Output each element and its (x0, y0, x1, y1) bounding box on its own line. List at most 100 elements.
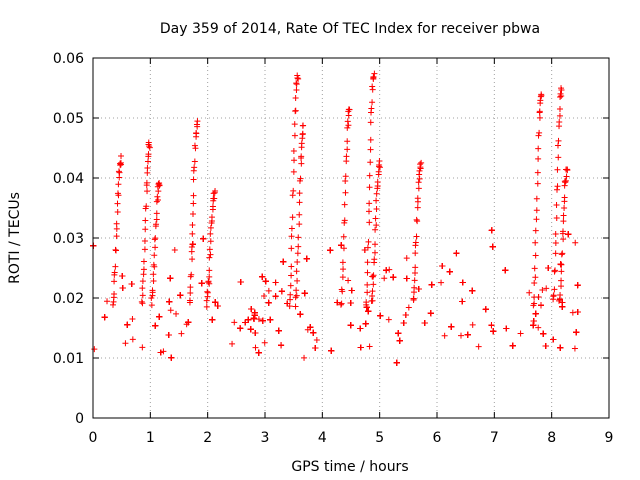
data-point (296, 211, 303, 218)
data-point (262, 278, 269, 285)
data-point (293, 81, 300, 88)
data-point (534, 169, 541, 176)
data-point (459, 298, 466, 305)
x-tick-label: 1 (146, 430, 155, 446)
data-point (296, 190, 303, 197)
data-point (571, 345, 578, 352)
data-point (189, 256, 196, 263)
x-tick-label: 3 (261, 430, 270, 446)
data-point (143, 179, 150, 186)
data-point (177, 292, 184, 299)
data-point (190, 176, 197, 183)
data-point (260, 292, 267, 299)
data-point (272, 279, 279, 286)
data-point (188, 243, 195, 250)
data-point (191, 158, 198, 165)
data-point (386, 266, 393, 273)
data-point (414, 204, 421, 211)
data-point (141, 246, 148, 253)
data-point (129, 336, 136, 343)
data-point (357, 344, 364, 351)
data-point (203, 297, 210, 304)
data-point (558, 277, 565, 284)
data-point (288, 233, 295, 240)
data-point (340, 245, 347, 252)
data-point (464, 331, 471, 338)
data-point (295, 75, 302, 82)
data-point (287, 291, 294, 298)
data-point (303, 255, 310, 262)
data-point (259, 317, 266, 324)
data-point (550, 292, 557, 299)
data-point (556, 105, 563, 112)
data-point (540, 330, 547, 337)
data-point (363, 299, 370, 306)
data-point (312, 344, 319, 351)
data-point (405, 304, 412, 311)
data-point (415, 179, 422, 186)
data-point (371, 70, 378, 77)
data-point (560, 236, 567, 243)
data-point (345, 122, 352, 129)
data-point (114, 200, 121, 207)
data-point (532, 239, 539, 246)
data-point (558, 261, 565, 268)
data-point (559, 250, 566, 257)
data-point (114, 208, 121, 215)
data-point (259, 273, 266, 280)
data-point (366, 200, 373, 207)
data-point (156, 182, 163, 189)
data-points (90, 70, 581, 366)
data-point (373, 197, 380, 204)
data-point (369, 297, 376, 304)
data-point (151, 263, 158, 270)
data-point (91, 346, 98, 353)
data-point (204, 288, 211, 295)
data-point (288, 272, 295, 279)
data-point (531, 265, 538, 272)
data-point (185, 319, 192, 326)
data-point (550, 336, 557, 343)
data-point (111, 291, 118, 298)
data-point (296, 221, 303, 228)
data-point (338, 242, 345, 249)
data-point (366, 219, 373, 226)
data-point (171, 246, 178, 253)
data-point (556, 112, 563, 119)
data-point (287, 282, 294, 289)
data-point (469, 287, 476, 294)
data-point (255, 349, 262, 356)
data-point (139, 285, 146, 292)
data-point (115, 168, 122, 175)
tick-labels: 0 1 2 3 4 5 6 7 8 9 0 0.01 0.02 0.03 0.04 0.05 0.06 (53, 51, 614, 446)
data-point (439, 262, 446, 269)
data-point (189, 241, 196, 248)
data-point (178, 330, 185, 337)
data-point (313, 337, 320, 344)
data-point (288, 225, 295, 232)
data-point (370, 272, 377, 279)
data-point (553, 202, 560, 209)
data-point (152, 244, 159, 251)
data-point (554, 142, 561, 149)
data-point (248, 305, 255, 312)
data-point (149, 287, 156, 294)
data-point (560, 218, 567, 225)
data-point (412, 264, 419, 271)
y-tick-label: 0.03 (53, 231, 84, 247)
data-point (290, 148, 297, 155)
data-point (192, 145, 199, 152)
data-point (469, 321, 476, 328)
data-point (193, 129, 200, 136)
data-point (509, 342, 516, 349)
data-point (561, 205, 568, 212)
data-point (532, 274, 539, 281)
data-point (413, 216, 420, 223)
axis-ticks (92, 57, 610, 419)
data-point (370, 281, 377, 288)
data-point (376, 164, 383, 171)
data-point (383, 267, 390, 274)
data-point (458, 332, 465, 339)
data-point (124, 321, 131, 328)
data-point (152, 322, 159, 329)
